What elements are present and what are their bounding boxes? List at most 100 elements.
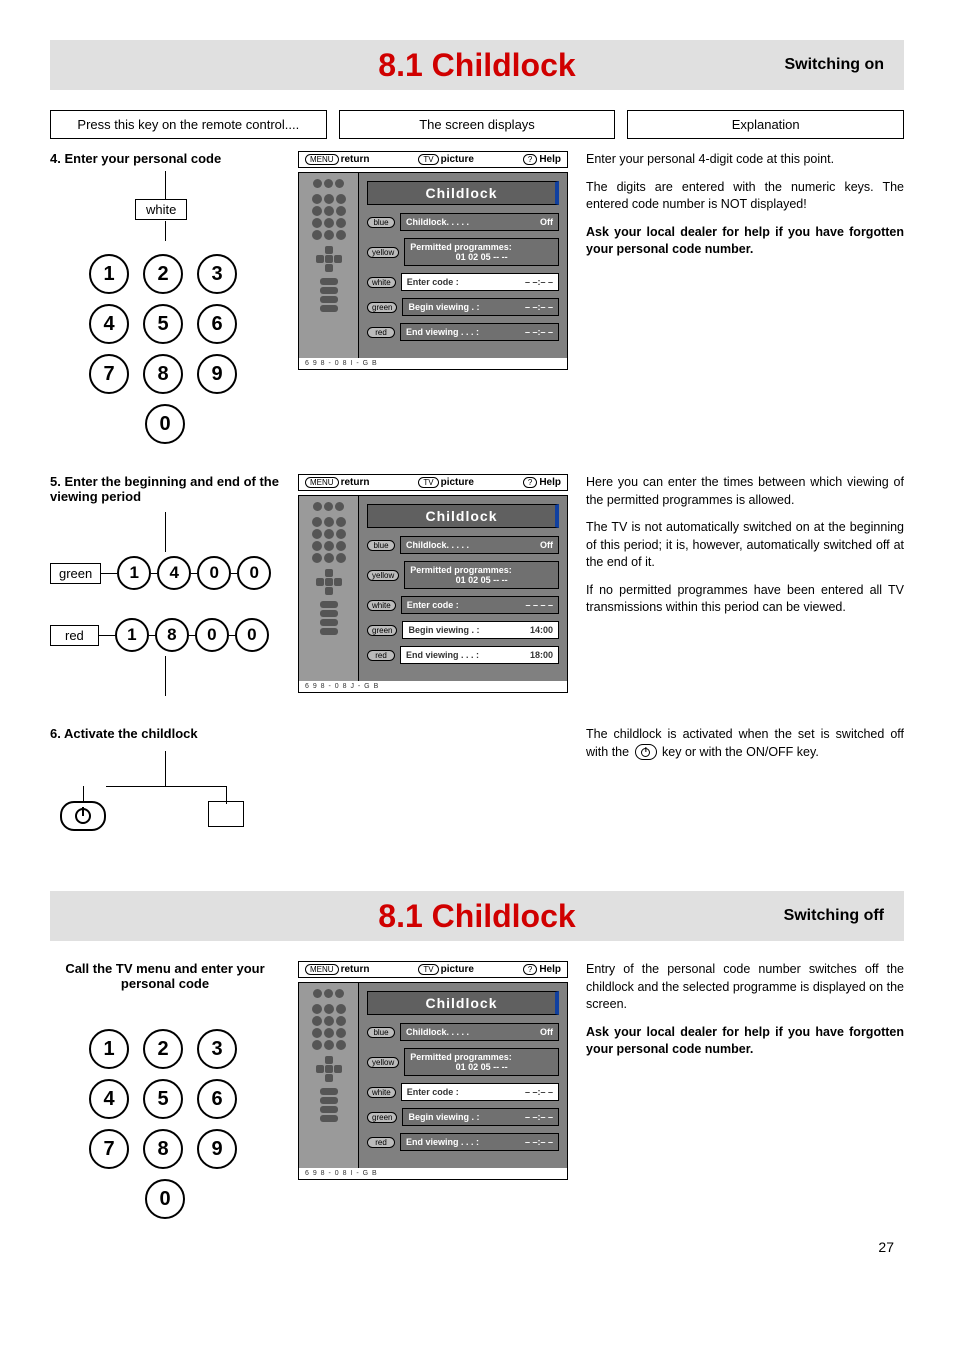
section2-subtitle: Switching off [784,907,884,925]
osd-chip: red [367,327,395,338]
osd-field: Permitted programmes:01 02 05 -- -- [404,238,559,266]
tv-chip: TV [418,154,438,165]
osd-field: Childlock. . . . .Off [400,536,559,554]
diagram-box [208,801,244,827]
osd-rows: blueChildlock. . . . .OffyellowPermitted… [367,536,559,664]
osd-chip: red [367,650,395,661]
code-digit[interactable]: 8 [155,618,189,652]
osd-chip: yellow [367,570,399,581]
osd-row: yellowPermitted programmes:01 02 05 -- -… [367,1048,559,1076]
osd-panel: Childlock blueChildlock. . . . .Offyello… [359,173,567,358]
osd-row: greenBegin viewing . :– –:– – [367,298,559,316]
osd-row: whiteEnter code :– – – – [367,596,559,614]
step4-title: 4. Enter your personal code [50,151,280,166]
osd-box: Childlock blueChildlock. . . . .Offyello… [298,172,568,370]
standby-button[interactable] [60,801,106,831]
code-digit[interactable]: 0 [235,618,269,652]
osd-title: Childlock [367,504,559,528]
explanation-paragraph: If no permitted programmes have been ent… [586,582,904,617]
key-8[interactable]: 8 [143,1129,183,1169]
key-1[interactable]: 1 [89,254,129,294]
keypad: 1 2 3 4 5 6 7 8 9 [50,254,280,394]
osd-chip: yellow [367,247,399,258]
red-code-row: red 1 8 0 0 [50,618,280,652]
section2-explanation: Entry of the personal code number switch… [586,961,904,1219]
key-3[interactable]: 3 [197,1029,237,1069]
key-0[interactable]: 0 [145,1179,185,1219]
step5-osd: MENU return TV picture ? Help Childlock … [298,474,568,696]
explanation-paragraph: The TV is not automatically switched on … [586,519,904,572]
key-5[interactable]: 5 [143,1079,183,1119]
keypad: 1 2 3 4 5 6 7 8 9 [50,1029,280,1169]
return-label: return [341,964,370,975]
column-headers: Press this key on the remote control....… [50,110,904,139]
section2-title: 8.1 Childlock [50,898,904,935]
step6-remote-diagram: 6. Activate the childlock [50,726,280,851]
code-digit[interactable]: 4 [157,556,191,590]
explanation-paragraph: Ask your local dealer for help if you ha… [586,1024,904,1059]
return-label: return [341,154,370,165]
menu-chip: MENU [305,964,339,975]
osd-topbar: MENU return TV picture ? Help [298,151,568,168]
menu-chip: MENU [305,154,339,165]
key-zero-row: 0 [50,1179,280,1219]
key-4[interactable]: 4 [89,304,129,344]
key-2[interactable]: 2 [143,254,183,294]
osd-row: redEnd viewing . . . :– –:– – [367,323,559,341]
code-digit[interactable]: 1 [115,618,149,652]
col-header-screen: The screen displays [339,110,616,139]
code-digit[interactable]: 0 [197,556,231,590]
osd-chip: blue [367,217,395,228]
key-6[interactable]: 6 [197,304,237,344]
osd-field: End viewing . . . :18:00 [400,646,559,664]
osd-field: Enter code :– –:– – [401,1083,559,1101]
key-7[interactable]: 7 [89,354,129,394]
code-digit[interactable]: 1 [117,556,151,590]
key-zero-row: 0 [50,404,280,444]
menu-chip: MENU [305,477,339,488]
osd-field: Childlock. . . . .Off [400,213,559,231]
key-9[interactable]: 9 [197,354,237,394]
diagram-line [165,512,166,552]
key-9[interactable]: 9 [197,1129,237,1169]
osd-field: Begin viewing . :14:00 [402,621,559,639]
osd-row: blueChildlock. . . . .Off [367,1023,559,1041]
help-chip: ? [523,154,537,165]
explanation-paragraph: Enter your personal 4-digit code at this… [586,151,904,169]
osd-field: Childlock. . . . .Off [400,1023,559,1041]
step5-explanation: Here you can enter the times between whi… [586,474,904,696]
key-6[interactable]: 6 [197,1079,237,1119]
key-5[interactable]: 5 [143,304,183,344]
diagram-line [101,573,117,574]
osd-topbar: MENU return TV picture ? Help [298,474,568,491]
key-8[interactable]: 8 [143,354,183,394]
section2-header: 8.1 Childlock Switching off [50,891,904,941]
osd-row: whiteEnter code :– –:– – [367,273,559,291]
code-digit[interactable]: 0 [237,556,271,590]
code-digit[interactable]: 0 [195,618,229,652]
osd-remote-icon [299,173,359,358]
step6-osd-empty [298,726,568,851]
standby-diagram [50,751,280,851]
osd-chip: green [367,1112,397,1123]
key-7[interactable]: 7 [89,1129,129,1169]
osd-footer: 6 9 8 - 0 8 I - G B [299,358,567,369]
key-2[interactable]: 2 [143,1029,183,1069]
key-1[interactable]: 1 [89,1029,129,1069]
section2-row: Call the TV menu and enter your personal… [50,961,904,1219]
key-4[interactable]: 4 [89,1079,129,1119]
help-label: Help [539,154,561,165]
return-label: return [341,477,370,488]
osd-title: Childlock [367,991,559,1015]
col-header-remote: Press this key on the remote control.... [50,110,327,139]
step6-title: 6. Activate the childlock [50,726,280,741]
key-0[interactable]: 0 [145,404,185,444]
col-header-explanation: Explanation [627,110,904,139]
osd-field: Permitted programmes:01 02 05 -- -- [404,1048,559,1076]
key-3[interactable]: 3 [197,254,237,294]
explanation-paragraph: Here you can enter the times between whi… [586,474,904,509]
osd-chip: white [367,600,396,611]
osd-footer: 6 9 8 - 0 8 J - G B [299,681,567,692]
tv-chip: TV [418,964,438,975]
help-label: Help [539,477,561,488]
